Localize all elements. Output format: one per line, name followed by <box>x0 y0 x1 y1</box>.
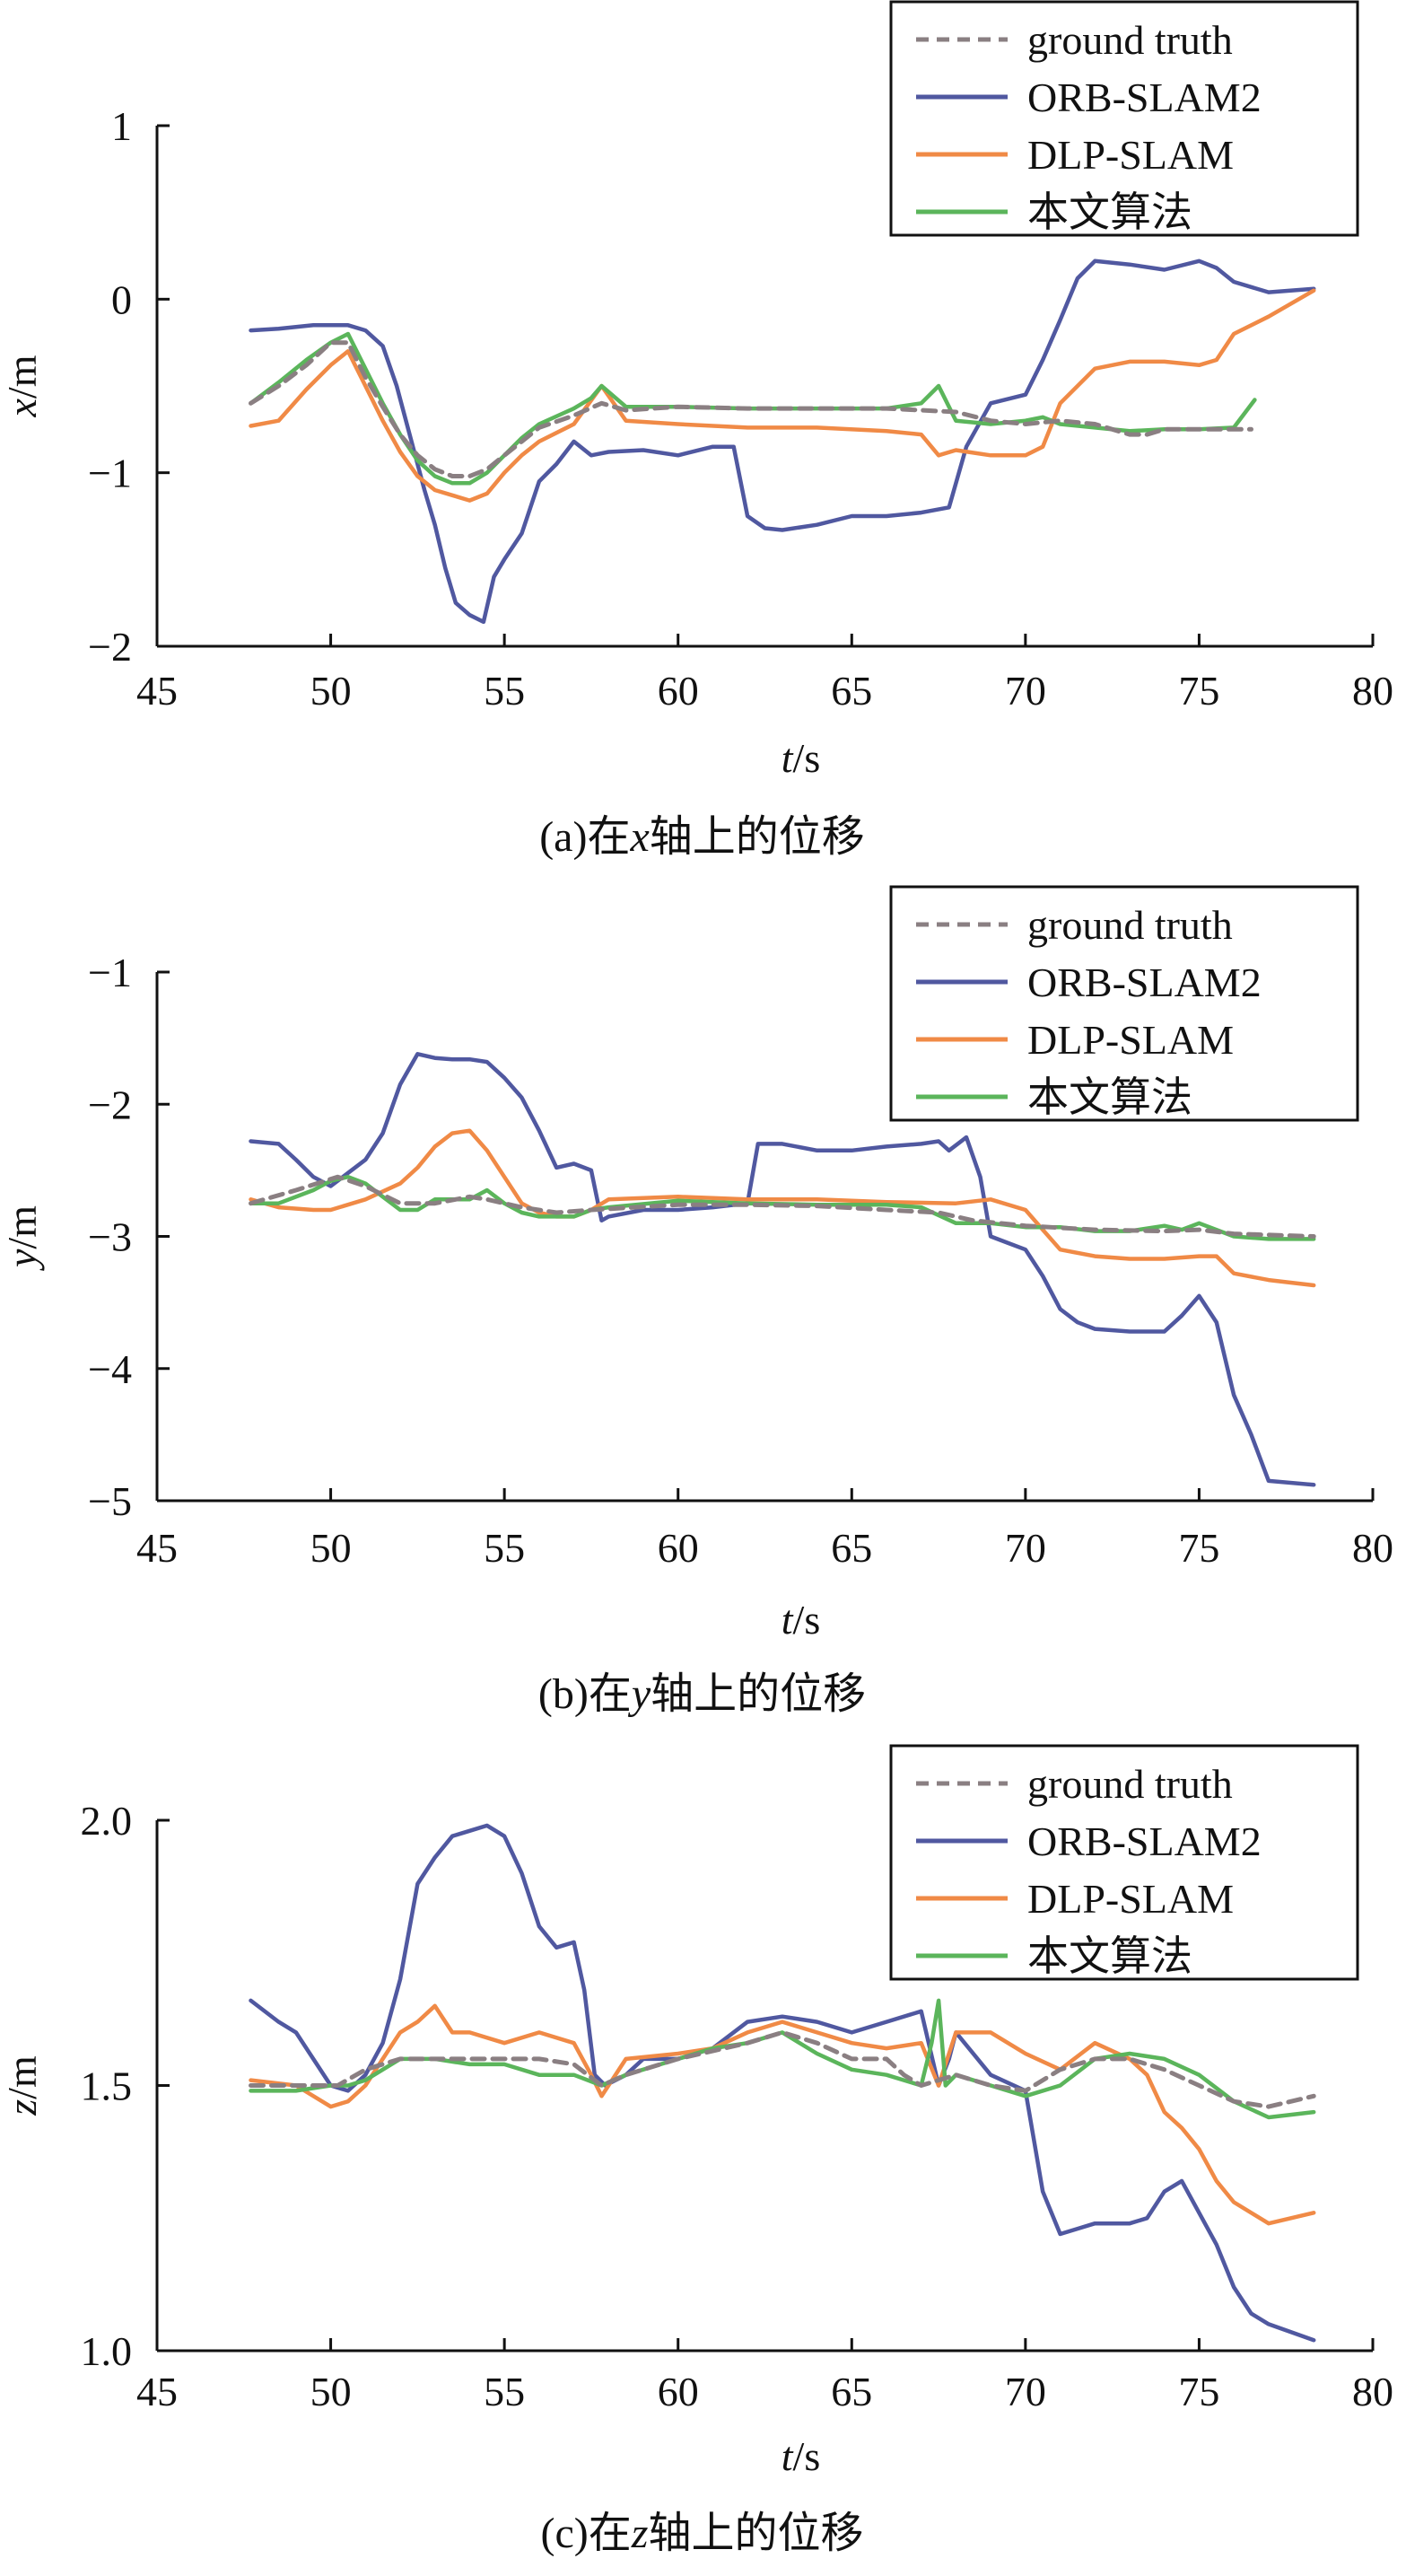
series-line-dlp-slam <box>249 288 1316 503</box>
series-line-ground-truth <box>249 2029 1316 2109</box>
legend-label: ground truth <box>1027 17 1233 63</box>
x-tick-label: 70 <box>1005 668 1046 714</box>
series-line-ground-truth <box>249 340 1253 478</box>
x-tick-label: 80 <box>1352 2369 1393 2414</box>
x-tick-label: 70 <box>1005 2369 1046 2414</box>
y-tick-label: −5 <box>88 1478 132 1524</box>
legend-label: 本文算法 <box>1027 1074 1192 1120</box>
legend-label: ORB-SLAM2 <box>1027 1818 1262 1864</box>
x-tick-label: 65 <box>831 1525 872 1571</box>
legend-label: ORB-SLAM2 <box>1027 959 1262 1005</box>
x-axis-label: t/s <box>782 735 820 781</box>
legend-label: ground truth <box>1027 902 1233 948</box>
x-tick-label: 65 <box>831 668 872 714</box>
x-tick-label: 55 <box>484 668 525 714</box>
x-tick-label: 75 <box>1178 2369 1219 2414</box>
legend-label: 本文算法 <box>1027 1933 1192 1979</box>
panel-caption: (a)在x轴上的位移 <box>539 813 865 861</box>
x-tick-label: 50 <box>310 2369 352 2414</box>
legend-label: ORB-SLAM2 <box>1027 74 1262 120</box>
y-tick-label: −3 <box>88 1214 132 1260</box>
x-axis-label: t/s <box>782 2433 820 2479</box>
x-tick-label: 55 <box>484 1525 525 1571</box>
legend-label: ground truth <box>1027 1761 1233 1807</box>
x-tick-label: 60 <box>658 1525 699 1571</box>
x-tick-label: 60 <box>658 668 699 714</box>
chart-panel-y: 45 50 55 60 65 70 75 80 −5 −4 −3 −2 −1 t/s y/m (b)在y轴上的… <box>0 885 1393 1718</box>
x-tick-label: 45 <box>136 2369 178 2414</box>
legend: ground truth ORB-SLAM2 DLP-SLAM 本文算法 <box>889 0 1359 237</box>
x-tick-label: 70 <box>1005 1525 1046 1571</box>
y-tick-label: −2 <box>88 624 132 670</box>
y-tick-label: −4 <box>88 1346 132 1392</box>
y-tick-label: −1 <box>88 451 132 496</box>
x-tick-label: 50 <box>310 668 352 714</box>
panel-caption: (c)在z轴上的位移 <box>541 2510 864 2557</box>
x-tick-label: 55 <box>484 2369 525 2414</box>
series-line-ground-truth <box>249 1174 1316 1239</box>
y-tick-label: 1 <box>111 103 132 149</box>
x-tick-label: 80 <box>1352 1525 1393 1571</box>
y-tick-label: −2 <box>88 1082 132 1127</box>
x-tick-label: 45 <box>136 668 178 714</box>
x-tick-label: 75 <box>1178 668 1219 714</box>
series-line-dlp-slam <box>249 1128 1316 1288</box>
y-tick-label: 0 <box>111 276 132 322</box>
legend-label: DLP-SLAM <box>1027 1876 1234 1922</box>
y-axis-label: x/m <box>0 355 45 417</box>
chart-panel-z: 45 50 55 60 65 70 75 80 1.0 1.5 2.0 t/s z/m (c)在z轴上的位… <box>0 1744 1393 2557</box>
x-tick-label: 50 <box>310 1525 352 1571</box>
legend: ground truth ORB-SLAM2 DLP-SLAM 本文算法 <box>889 1744 1359 1981</box>
y-axis-label: z/m <box>0 2055 45 2116</box>
x-tick-label: 75 <box>1178 1525 1219 1571</box>
x-tick-label: 80 <box>1352 668 1393 714</box>
y-tick-label: −1 <box>88 950 132 995</box>
series-line-dlp-slam <box>249 2003 1316 2226</box>
legend-label: DLP-SLAM <box>1027 1017 1234 1063</box>
x-tick-label: 60 <box>658 2369 699 2414</box>
y-tick-label: 2.0 <box>81 1798 133 1844</box>
series-line-orb-slam2 <box>249 1052 1316 1487</box>
y-tick-label: 1.0 <box>81 2328 133 2374</box>
panel-caption: (b)在y轴上的位移 <box>538 1670 866 1718</box>
y-tick-label: 1.5 <box>81 2063 133 2109</box>
x-tick-label: 45 <box>136 1525 178 1571</box>
x-tick-label: 65 <box>831 2369 872 2414</box>
legend-label: 本文算法 <box>1027 189 1192 235</box>
chart-panel-x: 45 50 55 60 65 70 75 80 −2 −1 0 1 t/s x/m (a)在x轴上的位移 gr… <box>0 0 1393 861</box>
y-axis-label: y/m <box>0 1205 45 1271</box>
series-line-orb-slam2 <box>249 258 1316 625</box>
legend: ground truth ORB-SLAM2 DLP-SLAM 本文算法 <box>889 885 1359 1122</box>
x-axis-label: t/s <box>782 1597 820 1643</box>
legend-label: DLP-SLAM <box>1027 132 1234 178</box>
